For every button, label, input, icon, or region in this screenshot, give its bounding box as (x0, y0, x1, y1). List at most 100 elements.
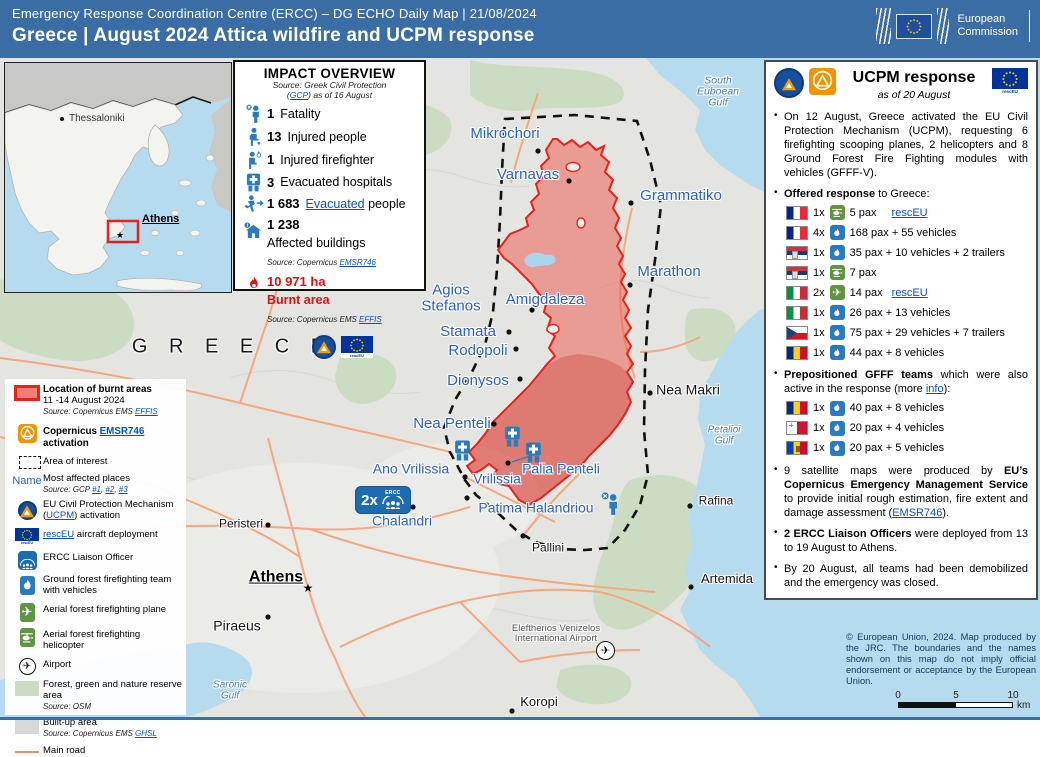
resceu-flag-icon: rescEU (341, 336, 373, 358)
copyright-note: © European Union, 2024. Map produced by … (846, 632, 1036, 686)
ucpm-logo (312, 335, 336, 359)
flag-italy (786, 285, 808, 300)
scale-bar: 0 5 10 km (884, 690, 1040, 714)
gfff-team-icon (829, 325, 845, 341)
ercc-liaison-icon: ERCC (381, 490, 405, 510)
capital-star-icon: ★ (302, 581, 314, 595)
legend-copernicus: Copernicus EMSR746 activation (11, 423, 182, 450)
gfff-team-icon (829, 400, 845, 416)
firefighting-plane-icon: ✈ (829, 285, 845, 301)
place-name-sample: Name (12, 474, 42, 487)
effis-link[interactable]: EFFIS (135, 406, 158, 416)
place-label-amigdaleza: Amigdaleza (505, 291, 585, 309)
evacuated-hospital-icon (525, 442, 542, 463)
map-area[interactable]: South Euboean Gulf Mikrochori Varnavas G… (0, 58, 1040, 756)
firefighting-plane-icon: ✈ (19, 603, 35, 623)
evacuated-hospital-icon (454, 440, 471, 461)
area-of-interest-swatch (19, 455, 41, 469)
response-row: 1x 44 pax + 8 vehicles (786, 344, 1028, 361)
place-label-varnavas: Varnavas (496, 166, 560, 184)
eu-flag-icon (896, 13, 933, 39)
place-label-grammatiko: Grammatiko (640, 187, 722, 205)
flag-serbia (786, 265, 808, 280)
ec-logo-text: European Commission (957, 13, 1018, 38)
gfff-team-icon (829, 245, 845, 261)
bullet-activation: On 12 August, Greece activated the EU Ci… (774, 110, 1028, 180)
info-link[interactable]: info (925, 383, 944, 396)
ercc-badge-count: 2x (361, 491, 378, 509)
gcp-ref-link[interactable]: #2 (105, 484, 115, 494)
legend-airport: ✈ Airport (11, 657, 182, 675)
resceu-flag-icon: rescEU (15, 528, 39, 546)
evacuated-link[interactable]: Evacuated (305, 196, 365, 211)
legend-forest: Forest, green and nature reserve area Sou… (11, 679, 182, 713)
town-label-artemida: Artemida (700, 571, 754, 587)
gfff-team-icon (829, 440, 845, 456)
bullet-prepositioned: Prepositioned GFFF teams which were also… (774, 368, 1028, 396)
impact-overview-box: IMPACT OVERVIEW Source: Greek Civil Prot… (233, 60, 426, 324)
ec-logo-divider (1029, 10, 1030, 42)
evacuated-hospital-icon (504, 426, 521, 447)
airport-icon: ✈ (18, 657, 36, 675)
place-label-chalandri: Chalandri (372, 512, 432, 529)
inset-capital-star-icon: ★ (115, 231, 125, 241)
gcp-ref-link[interactable]: #3 (118, 484, 128, 494)
response-row: 1x 20 pax + 4 vehicles (786, 420, 1028, 437)
water-label-saronic-gulf: Saronic Gulf (213, 679, 247, 701)
area-of-interest-outline (442, 113, 663, 552)
ucpm-response-panel: UCPM response as of 20 August rescEU On … (764, 60, 1038, 600)
inset-label-thessaloniki: Thessaloniki (69, 113, 125, 124)
gfff-team-icon (829, 345, 845, 361)
gfff-team-icon (829, 225, 845, 241)
bottom-border (0, 717, 1040, 720)
ec-logo-stripes-icon (876, 8, 892, 44)
ec-logo-stripes-icon (937, 8, 950, 44)
eu-stars (907, 18, 922, 34)
resceu-link[interactable]: rescEU (891, 286, 928, 299)
response-row: 4x 168 pax + 55 vehicles (786, 224, 1028, 241)
header-subtitle: Emergency Response Coordination Centre (… (12, 6, 537, 21)
resceu-flag-icon: rescEU (992, 68, 1028, 95)
legend-builtup: Built-up area Source: Copernicus EMS GHSL (11, 717, 182, 740)
page-title: Greece | August 2024 Attica wildfire and… (12, 25, 535, 46)
emsr746-link[interactable]: EMSR746 (99, 425, 145, 437)
ucpm-link[interactable]: UCPM (46, 510, 75, 522)
bullet-offered-response: Offered response to Greece: (774, 187, 1028, 201)
effis-link[interactable]: EFFIS (359, 314, 382, 324)
panel-title: UCPM response (852, 69, 976, 86)
place-label-palia-penteli: Palia Penteli (522, 460, 600, 477)
response-row: 1x 35 pax + 10 vehicles + 2 trailers (786, 244, 1028, 261)
water-label-south-euboean-gulf: South Euboean Gulf (696, 74, 740, 109)
resceu-link[interactable]: rescEU (43, 529, 75, 541)
hospital-icon (240, 173, 267, 192)
bullet-liaison-officers: 2 ERCC Liaison Officers were deployed fr… (774, 527, 1028, 555)
town-label-peristeri: Peristeri (218, 516, 264, 531)
gcp-link[interactable]: GCP (289, 89, 309, 100)
impact-title: IMPACT OVERVIEW (263, 66, 396, 81)
gcp-ref-link[interactable]: #1 (92, 484, 101, 494)
resceu-link[interactable]: rescEU (891, 206, 928, 219)
scale-tick-5: 5 (953, 690, 959, 701)
legend-ucpm: EU Civil Protection Mechanism (UCPM) act… (11, 500, 182, 522)
flag-italy (786, 305, 808, 320)
inset-canvas (5, 63, 231, 292)
town-label-pallini: Pallini (531, 540, 565, 555)
gfff-team-icon (19, 576, 35, 596)
helicopter-icon (829, 265, 845, 281)
burnt-area-flame-icon (240, 273, 267, 294)
injured-person-icon (240, 127, 267, 147)
emsr746-link[interactable]: EMSR746 (339, 257, 376, 267)
flag-malta (786, 421, 808, 436)
place-label-nea-penteli: Nea Penteli (413, 415, 491, 433)
emsr746-link[interactable]: EMSR746 (892, 506, 943, 519)
ghsl-link[interactable]: GHSL (135, 728, 157, 738)
evacuated-people-icon (240, 194, 267, 213)
flag-romania (786, 401, 808, 416)
gfff-team-icon (829, 305, 845, 321)
place-label-vrilissia: Vrilissia (473, 470, 521, 487)
injured-firefighter-icon (240, 149, 267, 170)
map-legend: Location of burnt areas 11 -14 August 20… (5, 379, 186, 756)
ercc-liaison-badge: 2x ERCC (356, 487, 410, 513)
bullet-demobilized: By 20 August, all teams had been demobil… (774, 562, 1028, 590)
airport-icon: ✈ (596, 641, 615, 660)
